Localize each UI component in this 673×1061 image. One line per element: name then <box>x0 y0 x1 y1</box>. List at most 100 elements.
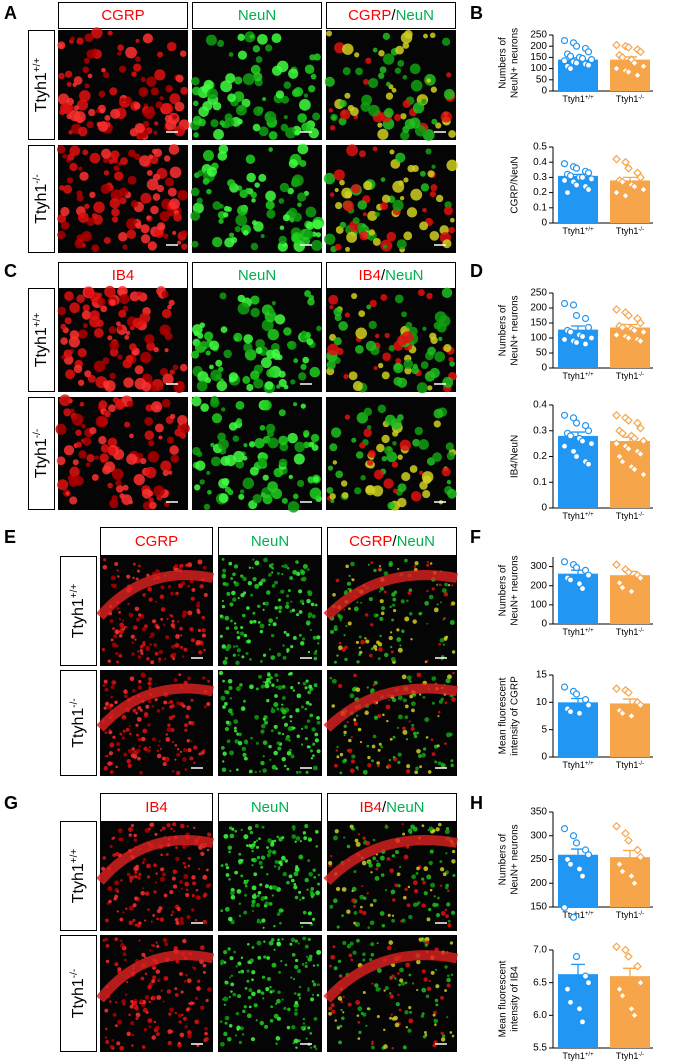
cell <box>225 690 230 695</box>
cell <box>243 880 248 885</box>
y-tick-label: 6.0 <box>533 1010 547 1021</box>
cell <box>423 977 428 982</box>
cell <box>149 501 157 510</box>
cell <box>126 218 138 230</box>
cell <box>303 430 310 437</box>
column-header: IB4 <box>112 267 135 284</box>
cell <box>115 651 119 656</box>
cell <box>316 325 322 332</box>
cell <box>278 198 285 204</box>
cell <box>71 413 84 426</box>
cell <box>264 310 277 323</box>
cell <box>234 870 239 875</box>
cell <box>382 244 388 249</box>
cell <box>429 849 434 854</box>
cell <box>370 942 375 947</box>
cell <box>411 723 415 727</box>
cell <box>384 652 389 658</box>
cell <box>228 422 238 431</box>
cell <box>374 333 380 339</box>
cell <box>132 562 136 566</box>
cell <box>441 467 451 477</box>
header-part: NeuN <box>396 7 434 24</box>
cell <box>63 445 75 456</box>
cell <box>368 597 373 602</box>
y-axis-label: CGRP/NeuN <box>510 156 521 213</box>
cell <box>450 759 454 763</box>
cell <box>426 622 429 625</box>
cell <box>430 86 437 93</box>
data-point <box>636 573 645 583</box>
cell <box>138 87 149 97</box>
y-tick-label: 15 <box>536 670 548 681</box>
cell <box>291 952 296 957</box>
cell <box>281 732 285 736</box>
cell <box>184 881 190 887</box>
cell <box>397 454 403 460</box>
dorsal-band <box>323 950 458 1003</box>
cell <box>281 573 284 576</box>
cell <box>304 944 309 949</box>
cell <box>89 427 97 435</box>
cell <box>101 67 106 73</box>
cell <box>154 404 160 410</box>
cell <box>233 564 239 569</box>
cell <box>262 494 273 505</box>
cell <box>116 1041 121 1046</box>
cell <box>148 677 153 682</box>
cell <box>104 285 116 298</box>
cell <box>271 349 281 358</box>
cell <box>406 599 409 603</box>
cell <box>229 602 234 607</box>
cell <box>185 973 188 977</box>
cell <box>264 1024 269 1029</box>
cell <box>374 983 379 988</box>
cell <box>240 956 244 959</box>
cell <box>108 404 116 413</box>
cell <box>376 443 385 453</box>
cell <box>158 435 163 440</box>
cell <box>355 327 368 340</box>
cell <box>283 715 286 718</box>
error-bar <box>623 698 637 704</box>
cell <box>371 759 374 763</box>
cell <box>298 633 302 637</box>
cell <box>343 730 347 735</box>
cell <box>390 889 396 895</box>
cell <box>311 239 323 252</box>
cell <box>225 873 230 877</box>
cell <box>425 659 429 663</box>
cell <box>185 714 190 719</box>
cell <box>76 99 89 111</box>
cell <box>317 983 320 987</box>
cell <box>179 1032 185 1038</box>
cell <box>315 830 319 834</box>
cell <box>403 231 413 241</box>
cell <box>334 313 342 322</box>
cell <box>307 859 311 863</box>
cell <box>187 844 190 848</box>
cell <box>296 693 302 699</box>
cell <box>366 304 372 310</box>
cell <box>357 727 362 732</box>
row-label: Ttyh1-/- <box>69 698 88 747</box>
cell <box>380 745 384 749</box>
cell <box>113 634 118 639</box>
cell <box>192 100 199 107</box>
cell <box>344 312 350 318</box>
cell <box>64 70 73 78</box>
cell <box>186 1007 190 1012</box>
cell <box>305 700 310 705</box>
cell <box>186 739 191 743</box>
cell <box>128 149 136 158</box>
cell <box>283 327 292 336</box>
cell <box>110 638 114 642</box>
cell <box>362 958 366 962</box>
cell <box>401 674 407 680</box>
cell <box>420 183 430 192</box>
cell <box>260 723 266 729</box>
cell <box>267 430 274 438</box>
cell <box>439 860 443 864</box>
cell <box>271 707 274 710</box>
cell <box>132 689 136 693</box>
